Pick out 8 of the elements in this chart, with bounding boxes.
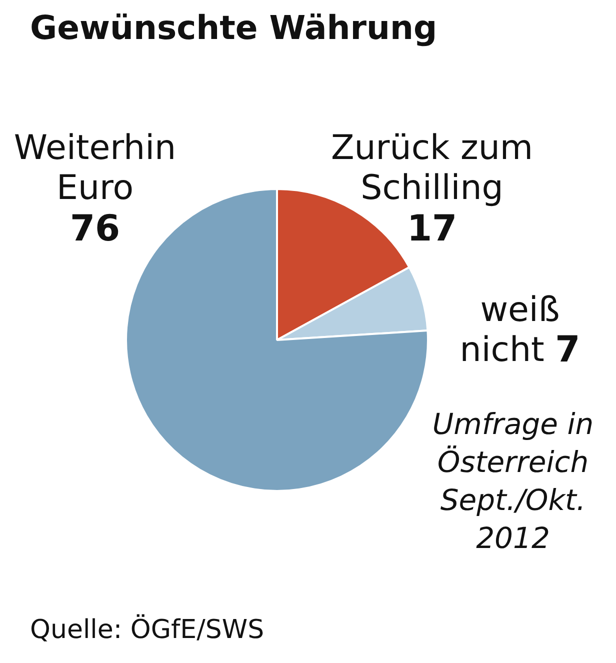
source-note: Quelle: ÖGfE/SWS — [30, 615, 264, 645]
slice-label: Zurück zum Schilling — [330, 128, 534, 208]
chart-title: Gewünschte Währung — [30, 8, 438, 47]
text: Umfrage in Österreich Sept./Okt. 2012 — [431, 406, 595, 557]
slice-label: Weiterhin Euro — [14, 128, 176, 208]
data-label: 76 — [70, 208, 120, 250]
data-label: 7 — [555, 329, 580, 370]
data-label: 17 — [406, 208, 458, 250]
